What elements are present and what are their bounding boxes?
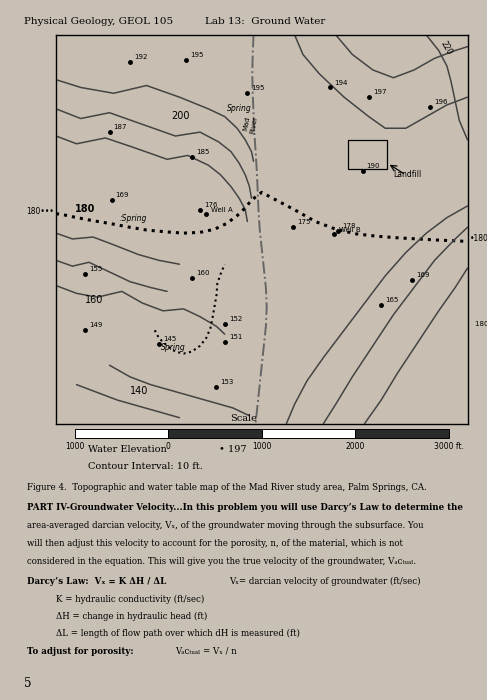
Text: To adjust for porosity:: To adjust for porosity: bbox=[27, 647, 133, 656]
Text: 145: 145 bbox=[163, 336, 176, 342]
Text: 0: 0 bbox=[166, 442, 170, 452]
Text: Landfill: Landfill bbox=[393, 170, 422, 178]
Text: Water Elevation: Water Elevation bbox=[88, 444, 167, 454]
Text: will then adjust this velocity to account for the porosity, n, of the material, : will then adjust this velocity to accoun… bbox=[27, 539, 403, 548]
Bar bbox=[168, 428, 262, 438]
Text: •180: •180 bbox=[469, 234, 487, 243]
Text: Well A: Well A bbox=[211, 207, 233, 214]
Text: area-averaged darcian velocity, Vₓ, of the groundwater moving through the subsur: area-averaged darcian velocity, Vₓ, of t… bbox=[27, 521, 423, 530]
Text: 5: 5 bbox=[24, 678, 32, 690]
Text: 165: 165 bbox=[385, 297, 398, 303]
Text: 153: 153 bbox=[221, 379, 234, 385]
Bar bbox=[348, 140, 387, 169]
Text: 220: 220 bbox=[439, 39, 454, 57]
Text: considered in the equation. This will give you the true velocity of the groundwa: considered in the equation. This will gi… bbox=[27, 557, 416, 566]
Text: 200: 200 bbox=[171, 111, 190, 120]
Text: 149: 149 bbox=[89, 322, 102, 328]
Text: :Spring: :Spring bbox=[120, 214, 147, 223]
Text: 152: 152 bbox=[229, 316, 242, 323]
Text: 155: 155 bbox=[89, 266, 102, 272]
Text: 197: 197 bbox=[373, 89, 386, 95]
Text: 140: 140 bbox=[130, 386, 149, 396]
Text: Lab 13:  Ground Water: Lab 13: Ground Water bbox=[205, 17, 325, 26]
Text: • 197: • 197 bbox=[219, 444, 247, 454]
Text: 194: 194 bbox=[334, 80, 347, 85]
Text: 175: 175 bbox=[297, 219, 310, 225]
Text: ΔH = change in hydraulic head (ft): ΔH = change in hydraulic head (ft) bbox=[56, 612, 207, 621]
Text: 1000: 1000 bbox=[65, 442, 84, 452]
Text: Well B: Well B bbox=[339, 228, 360, 233]
Text: Spring: Spring bbox=[227, 104, 251, 113]
Text: Darcy’s Law:  Vₓ = K ΔH / ΔL: Darcy’s Law: Vₓ = K ΔH / ΔL bbox=[27, 577, 166, 586]
Text: 180-ft W: 180-ft W bbox=[475, 321, 487, 326]
Text: 180•••: 180••• bbox=[26, 207, 54, 216]
Text: ΔL = length of flow path over which dH is measured (ft): ΔL = length of flow path over which dH i… bbox=[56, 629, 300, 638]
Text: Physical Geology, GEOL 105: Physical Geology, GEOL 105 bbox=[24, 17, 173, 26]
Text: 3000 ft.: 3000 ft. bbox=[434, 442, 464, 452]
Text: 160: 160 bbox=[196, 270, 209, 276]
Text: Scale: Scale bbox=[230, 414, 257, 424]
Text: 169: 169 bbox=[116, 193, 129, 198]
Text: Figure 4.  Topographic and water table map of the Mad River study area, Palm Spr: Figure 4. Topographic and water table ma… bbox=[27, 483, 427, 492]
Text: Contour Interval: 10 ft.: Contour Interval: 10 ft. bbox=[88, 462, 203, 471]
Text: PART IV-Groundwater Velocity...In this problem you will use Darcy’s Law to deter: PART IV-Groundwater Velocity...In this p… bbox=[27, 503, 463, 512]
Text: 2000: 2000 bbox=[346, 442, 365, 452]
Text: 178: 178 bbox=[342, 223, 356, 230]
Text: K = hydraulic conductivity (ft/sec): K = hydraulic conductivity (ft/sec) bbox=[56, 595, 205, 604]
Text: 160: 160 bbox=[85, 295, 103, 305]
Text: 169: 169 bbox=[416, 272, 430, 278]
Text: 180: 180 bbox=[75, 204, 95, 214]
Bar bbox=[356, 428, 449, 438]
Text: Vₓ= darcian velocity of groundwater (ft/sec): Vₓ= darcian velocity of groundwater (ft/… bbox=[229, 577, 420, 586]
Text: Vₐᴄₜᵤₐₗ = Vₓ / n: Vₐᴄₜᵤₐₗ = Vₓ / n bbox=[175, 647, 237, 656]
Text: 195: 195 bbox=[251, 85, 265, 91]
Text: 190: 190 bbox=[367, 163, 380, 169]
Text: 196: 196 bbox=[434, 99, 448, 105]
Text: 195: 195 bbox=[190, 52, 203, 58]
Text: 185: 185 bbox=[196, 149, 209, 155]
Text: 192: 192 bbox=[134, 55, 148, 60]
Bar bbox=[75, 428, 168, 438]
Text: 187: 187 bbox=[113, 124, 127, 130]
Text: Mad
River: Mad River bbox=[242, 114, 258, 134]
Text: 151: 151 bbox=[229, 334, 242, 340]
Text: Spring: Spring bbox=[161, 343, 186, 351]
Text: 176: 176 bbox=[204, 202, 218, 208]
Text: 1000: 1000 bbox=[252, 442, 271, 452]
Bar bbox=[262, 428, 356, 438]
